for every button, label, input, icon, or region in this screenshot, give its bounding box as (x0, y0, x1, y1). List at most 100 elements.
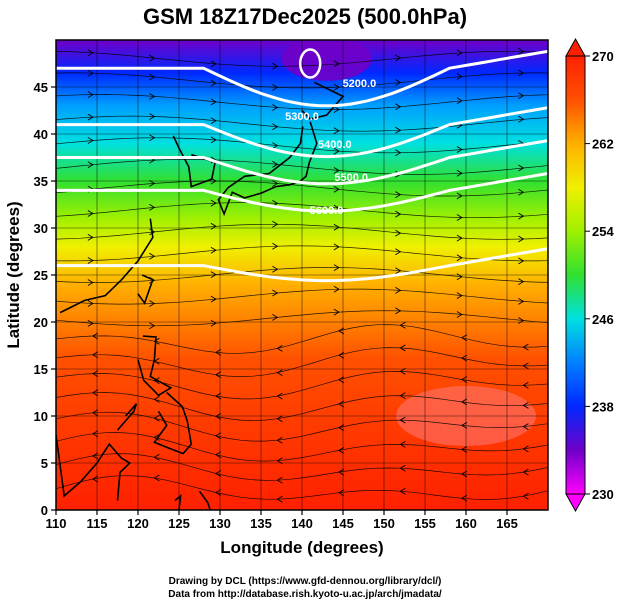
wind-arrow (210, 60, 217, 68)
wind-arrow (461, 470, 468, 478)
wind-arrow (215, 489, 222, 496)
wind-arrow (92, 370, 99, 377)
wind-arrow (456, 97, 463, 105)
wind-arrow (210, 295, 217, 303)
wind-arrow (518, 69, 525, 77)
y-tick-label: 25 (34, 268, 48, 283)
wind-arrow (149, 54, 156, 62)
y-tick-label: 40 (34, 127, 48, 142)
wind-arrow (518, 48, 525, 55)
wind-arrow (461, 334, 468, 342)
x-tick-label: 135 (250, 516, 272, 531)
wind-arrow (92, 475, 99, 483)
wind-arrow (272, 161, 279, 168)
wind-arrow (522, 402, 529, 409)
y-tick-label: 30 (34, 221, 48, 236)
coastline-segment (198, 490, 211, 510)
wind-arrow (518, 164, 525, 172)
wind-arrow (395, 267, 402, 275)
contour-label: 5200.0 (343, 78, 377, 90)
wind-arrow (272, 84, 279, 91)
streamline (56, 267, 548, 283)
wind-arrow (87, 300, 94, 307)
wind-arrow (456, 169, 463, 177)
y-tick-label: 45 (34, 80, 48, 95)
wind-arrow (215, 413, 222, 420)
x-tick-label: 125 (168, 516, 190, 531)
wind-arrow (153, 337, 160, 345)
wind-arrow (399, 344, 406, 352)
x-tick-label: 130 (209, 516, 231, 531)
colorbar-top-triangle (565, 37, 586, 57)
wind-arrow (87, 91, 94, 98)
wind-arrow (149, 252, 156, 260)
wind-arrow (456, 214, 463, 221)
credit-data: Data from http://database.rish.kyoto-u.a… (168, 589, 442, 600)
colorbar-bottom-triangle (565, 493, 586, 513)
x-tick-label: 145 (332, 516, 354, 531)
wind-arrow (522, 423, 529, 430)
wind-arrow (276, 392, 283, 400)
wind-arrow (276, 495, 283, 503)
x-tick-label: 165 (496, 516, 518, 531)
wind-arrow (87, 234, 94, 241)
x-tick-label: 160 (455, 516, 477, 531)
wind-arrow (149, 228, 156, 236)
wind-arrow (276, 415, 283, 423)
wind-arrow (153, 434, 160, 441)
colorbar-tick-label: 270 (592, 49, 614, 64)
wind-arrow (87, 161, 94, 169)
wind-arrow (87, 113, 94, 121)
wind-arrow (210, 98, 217, 106)
wind-arrow (153, 414, 160, 422)
wind-arrow (333, 147, 340, 155)
coastline-segment (137, 274, 154, 305)
streamline (56, 137, 548, 154)
wind-arrow (461, 398, 468, 406)
wind-arrow (395, 149, 402, 157)
wind-arrow (272, 62, 279, 70)
streamline (56, 72, 548, 89)
wind-arrow (333, 60, 340, 68)
wind-arrow (272, 142, 279, 149)
height-contour (56, 172, 548, 213)
wind-arrow (522, 343, 529, 351)
wind-arrow (87, 257, 94, 264)
wind-arrow (210, 199, 217, 207)
streamline (56, 50, 548, 67)
streamline (56, 288, 548, 305)
wind-arrow (338, 351, 345, 359)
wind-arrow (461, 422, 468, 429)
y-tick-label: 10 (34, 409, 48, 424)
wind-arrow (149, 322, 156, 330)
contour-label: 5300.0 (285, 111, 319, 123)
streamline (56, 202, 548, 219)
wind-arrow (522, 381, 529, 389)
wind-arrow (395, 229, 402, 237)
coastline-segment (153, 391, 193, 455)
wind-arrow (518, 92, 525, 100)
x-axis-label: Longitude (degrees) (220, 538, 383, 557)
colorbar: 270 262 254 246 238 230 (565, 37, 614, 513)
colorbar-tick-label: 262 (592, 137, 614, 152)
streamline (56, 411, 548, 442)
wind-arrow (153, 474, 160, 482)
wind-arrow (272, 220, 279, 228)
wind-arrow (272, 180, 279, 187)
wind-arrow (338, 489, 345, 497)
wind-arrow (272, 123, 279, 131)
wind-arrow (153, 396, 160, 403)
wind-arrow (210, 319, 217, 327)
wind-arrow (395, 191, 402, 198)
wind-arrow (399, 321, 406, 329)
streamline (56, 159, 548, 175)
streamline (56, 347, 548, 377)
streamline (56, 180, 548, 197)
x-tick-label: 120 (127, 516, 149, 531)
wind-arrow (276, 345, 283, 352)
wind-arrow (456, 192, 463, 200)
wind-arrow (461, 354, 468, 362)
wind-arrow (149, 93, 156, 100)
wind-arrow (522, 362, 529, 370)
